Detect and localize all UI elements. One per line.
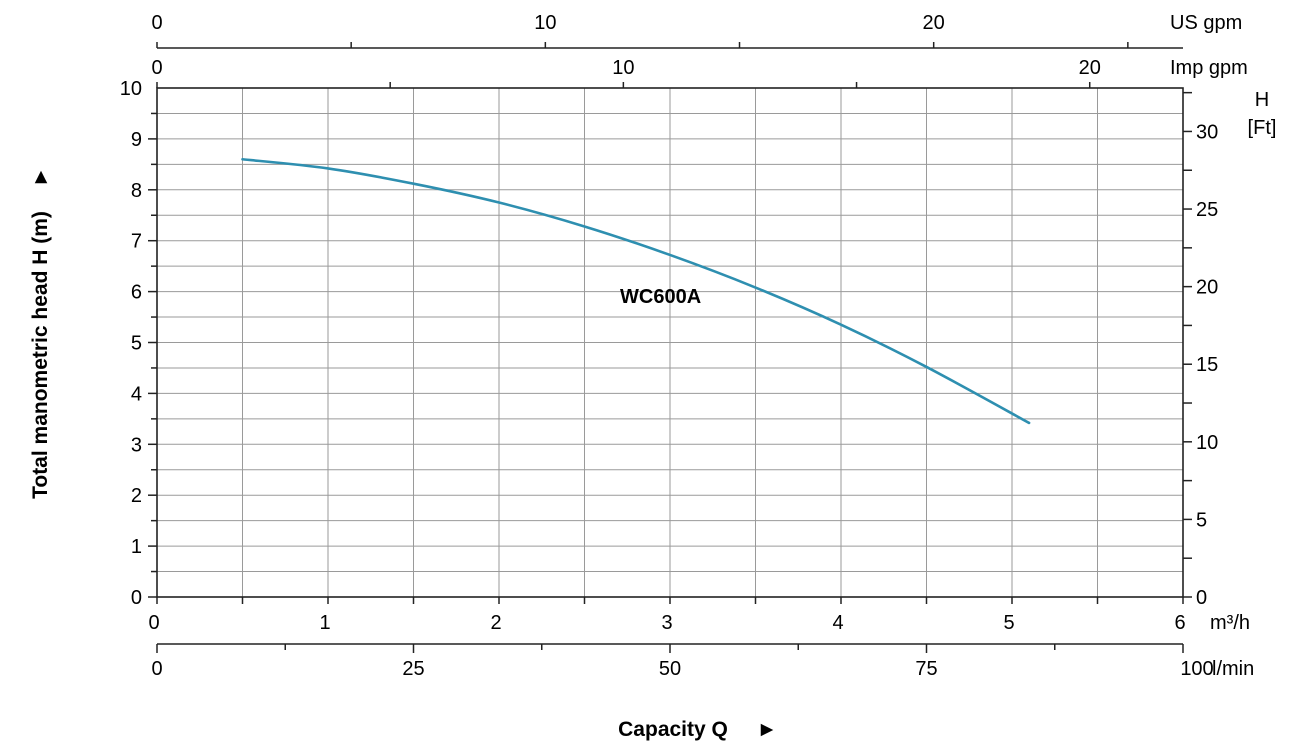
y-axis-title: Total manometric head H (m) — [29, 211, 52, 499]
y-tick-label: 9 — [131, 129, 142, 151]
ft-tick-label: 20 — [1196, 277, 1218, 299]
grid — [157, 88, 1183, 597]
y-tick-label: 5 — [131, 333, 142, 355]
y-tick-label: 4 — [131, 383, 142, 405]
x-tick-label: 3 — [661, 612, 672, 634]
ft-tick-label: 0 — [1196, 587, 1207, 609]
us-gpm-tick-label: 10 — [534, 12, 556, 34]
right-axis-title-ft: [Ft] — [1248, 117, 1277, 139]
lmin-tick-label: 100 — [1180, 658, 1213, 680]
unit-m3h-label: m³/h — [1210, 612, 1250, 634]
lmin-tick-label: 50 — [659, 658, 681, 680]
y-axis-arrow-icon: ► — [29, 167, 52, 188]
y-tick-label: 10 — [120, 78, 142, 100]
y-tick-label: 0 — [131, 587, 142, 609]
us-gpm-tick-label: 20 — [923, 12, 945, 34]
x-axis-arrow-icon: ► — [757, 718, 778, 741]
y-axis-title-group: Total manometric head H (m) ► — [29, 167, 52, 499]
unit-us-gpm-label: US gpm — [1170, 12, 1242, 34]
lmin-tick-label: 75 — [915, 658, 937, 680]
series-label-wc600a: WC600A — [620, 286, 701, 308]
y-tick-label: 7 — [131, 231, 142, 253]
y-tick-label: 1 — [131, 536, 142, 558]
y-tick-label: 6 — [131, 282, 142, 304]
unit-lmin-label: l/min — [1212, 658, 1254, 680]
y-tick-label: 2 — [131, 485, 142, 507]
imp-gpm-tick-label: 0 — [151, 57, 162, 79]
y-tick-label: 3 — [131, 434, 142, 456]
ft-tick-label: 5 — [1196, 509, 1207, 531]
x-tick-label: 6 — [1174, 612, 1185, 634]
unit-imp-gpm-label: Imp gpm — [1170, 57, 1248, 79]
right-axis-title-h: H — [1255, 89, 1269, 111]
us-gpm-tick-label: 0 — [151, 12, 162, 34]
ft-tick-label: 30 — [1196, 121, 1218, 143]
x-tick-label: 5 — [1003, 612, 1014, 634]
imp-gpm-tick-label: 20 — [1079, 57, 1101, 79]
series-layer — [241, 157, 1031, 425]
x-tick-label: 1 — [319, 612, 330, 634]
lmin-tick-label: 0 — [151, 658, 162, 680]
x-tick-label: 2 — [490, 612, 501, 634]
imp-gpm-tick-label: 10 — [612, 57, 634, 79]
ft-tick-label: 25 — [1196, 199, 1218, 221]
x-axis-title: Capacity Q — [618, 718, 728, 741]
series-line-wc600a — [241, 157, 1031, 425]
y-tick-label: 8 — [131, 180, 142, 202]
ft-tick-label: 10 — [1196, 432, 1218, 454]
lmin-tick-label: 25 — [402, 658, 424, 680]
x-tick-label: 0 — [148, 612, 159, 634]
x-tick-label: 4 — [832, 612, 843, 634]
ft-tick-label: 15 — [1196, 354, 1218, 376]
